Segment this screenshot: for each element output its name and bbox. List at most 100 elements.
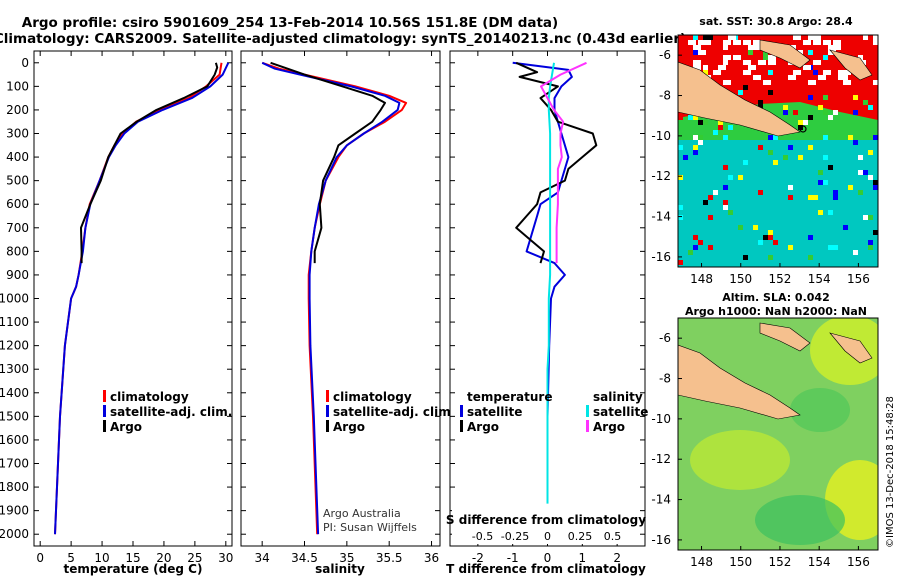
sst-pixel [788,195,793,200]
sst-pixel [788,185,793,190]
legend-swatch-climatology [326,390,329,402]
sst-pixel [723,165,728,170]
lon-tick-label: 148 [690,272,713,286]
sst-pixel [688,40,696,45]
sst-pixel [748,45,756,50]
sst-pixel [823,180,828,185]
sst-pixel [813,40,821,45]
sst-pixel [808,80,816,85]
s-tick-label: 0.25 [568,530,593,543]
salinity-x-ticks: 34 34.5 35 35.5 36 [255,51,439,565]
sst-pixel [698,120,703,125]
sst-pixel [873,80,878,85]
sst-pixel [743,60,751,65]
depth-tick-label: 1400 [0,386,29,400]
sst-pixel [773,135,778,140]
temperature-x-ticks: 0 5 10 15 20 25 30 [36,51,233,565]
depth-tick-label: 1900 [0,504,29,518]
sst-pixel [788,245,793,250]
lat-tick-label: -12 [651,452,671,466]
sst-pixel [753,45,761,50]
sst-pixel [833,190,838,195]
sst-pixel [678,175,683,180]
depth-tick-label: 1100 [0,315,29,329]
legend-label-satellite: satellite-adj. clim. [110,405,232,419]
sst-pixel [718,65,726,70]
sst-pixel [768,135,773,140]
lon-tick-label: 152 [769,272,792,286]
depth-tick-label: 200 [6,103,29,117]
salinity-panel: 34 34.5 35 35.5 36 salinity climatology sate… [240,50,455,576]
salinity-legend: climatology satellite-adj. clim. Argo [326,390,455,434]
sst-pixel [678,115,683,120]
legend-label-satellite: satellite-adj. clim. [333,405,455,419]
sst-pixel [723,185,728,190]
sst-pixel [693,50,698,55]
sst-pixel [723,200,728,205]
x-tick-label: 34 [255,551,270,565]
sst-pixel [758,100,763,105]
lon-tick-label: 150 [729,555,752,569]
sst-pixel [873,35,878,40]
sst-pixel [773,240,778,245]
depth-tick-label: 1800 [0,480,29,494]
sst-pixel [828,45,836,50]
legend-swatch-sal-argo [586,420,589,432]
sst-pixel [833,40,841,45]
legend-label-salinity: salinity [593,390,643,404]
figure-title-line2: Climatology: CARS2009. Satellite-adjuste… [0,31,686,47]
sst-pixel [683,155,688,160]
sst-pixel [853,95,858,100]
sst-pixel [773,160,778,165]
sst-pixel [788,80,793,85]
sla-map-title2: Argo h1000: NaN h2000: NaN [685,305,867,318]
sst-pixel [708,215,713,220]
difference-s-ticks: -0.5 -0.25 0 0.25 0.5 [472,530,621,543]
sst-pixel [868,175,873,180]
sst-pixel [843,225,848,230]
sst-pixel [768,255,773,260]
sst-pixel [758,145,763,150]
sst-pixel [713,130,718,135]
sst-pixel [873,185,878,190]
sst-pixel [798,155,803,160]
sla-land-newguinea [678,344,801,420]
x-tick-label: 25 [187,551,202,565]
sla-high-blob [690,430,790,490]
sst-pixel [708,245,713,250]
sla-low-blob [790,388,850,432]
lon-tick-label: 154 [808,555,831,569]
sst-pixel [868,240,873,245]
sst-pixel [808,195,813,200]
sst-pixel [713,70,721,75]
sla-map-title1: Altim. SLA: 0.042 [722,291,829,304]
lat-tick-label: -14 [651,210,671,224]
sst-pixel [698,240,703,245]
legend-swatch-temp-argo [460,420,463,432]
difference-s-axis-box [452,508,640,544]
legend-swatch-satellite [103,405,106,417]
difference-xlabel: T difference from climatology [446,562,646,576]
credit-line1: Argo Australia [323,507,401,520]
sst-pixel [698,140,703,145]
sst-pixel [703,120,708,125]
legend-label-temp-satellite: satellite [467,405,522,419]
series-line-argo [270,61,386,264]
imos-watermark: ©IMOS 13-Dec-2018 15:48:28 [885,396,896,548]
lat-tick-label: -12 [651,169,671,183]
sst-pixel [703,200,708,205]
sst-pixel [693,60,701,65]
sst-pixel [823,155,828,160]
temperature-axes-frame [33,50,233,547]
sst-pixel [748,65,756,70]
x-tick-label: 5 [67,551,75,565]
lon-tick-label: 154 [808,272,831,286]
sst-pixel [768,55,776,60]
sst-pixel [808,255,813,260]
x-tick-label: 2 [613,551,621,565]
sst-pixel [828,165,833,170]
s-tick-label: -0.25 [501,530,529,543]
legend-swatch-argo [103,420,106,432]
sst-pixel [858,55,863,60]
lon-tick-label: 156 [847,272,870,286]
